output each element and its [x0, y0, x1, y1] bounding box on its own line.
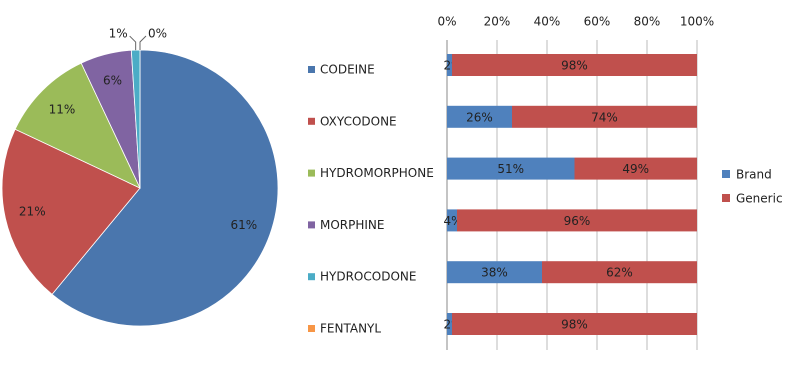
bar-label: 96% — [564, 214, 591, 228]
legend-swatch — [722, 194, 730, 202]
leader-line — [129, 35, 137, 51]
bar-segment — [447, 313, 452, 335]
x-tick-label: 100% — [680, 15, 714, 29]
pie-slice — [14, 62, 141, 189]
x-tick-label: 20% — [484, 15, 511, 29]
bar-label: 49% — [622, 162, 649, 176]
bar-segment — [447, 157, 575, 180]
legend-swatch — [308, 66, 315, 73]
bar-segment — [574, 157, 697, 180]
x-tick-label: 40% — [534, 15, 561, 29]
bar-segment — [452, 313, 697, 335]
legend-swatch — [308, 273, 315, 281]
bar-label: 98% — [561, 59, 588, 73]
pie-slice — [51, 49, 279, 327]
slice-label: 11% — [49, 102, 76, 116]
bar-label: 51% — [497, 162, 524, 176]
pie-slice — [1, 128, 141, 295]
legend-swatch — [722, 170, 730, 178]
legend-swatch — [308, 325, 315, 332]
bar-segment — [447, 261, 542, 284]
x-tick-label: 0% — [437, 15, 456, 29]
legend-label: OXYCODONE — [320, 114, 397, 128]
leader-line — [139, 35, 147, 50]
legend-label: Brand — [736, 168, 772, 182]
slice-label: 0% — [148, 27, 167, 41]
bar-label: 26% — [466, 110, 493, 124]
bar-segment — [447, 54, 452, 76]
bar-segment — [542, 261, 697, 284]
legend-swatch — [308, 221, 315, 229]
bar-label: 62% — [606, 266, 633, 280]
bar-label: 38% — [481, 266, 508, 280]
legend-label: FENTANYL — [320, 322, 381, 336]
x-tick-label: 80% — [634, 15, 661, 29]
legend-swatch — [308, 117, 315, 125]
legend-label: MORPHINE — [320, 218, 385, 232]
legend-label: CODEINE — [320, 63, 375, 77]
bar-label: 98% — [561, 318, 588, 332]
bar-segment — [447, 209, 457, 232]
legend-label: Generic — [736, 192, 783, 206]
slice-label: 6% — [103, 74, 122, 88]
slice-label: 1% — [109, 27, 128, 41]
bar-segment — [447, 105, 512, 128]
slice-label: 61% — [231, 218, 258, 232]
legend-label: HYDROCODONE — [320, 270, 416, 284]
bar-label: 74% — [591, 110, 618, 124]
legend-swatch — [308, 169, 315, 177]
bar-segment — [457, 209, 697, 232]
slice-label: 21% — [19, 205, 46, 219]
bar-segment — [512, 105, 697, 128]
x-tick-label: 60% — [584, 15, 611, 29]
legend-label: HYDROMORPHONE — [320, 166, 434, 180]
bar-segment — [452, 54, 697, 76]
